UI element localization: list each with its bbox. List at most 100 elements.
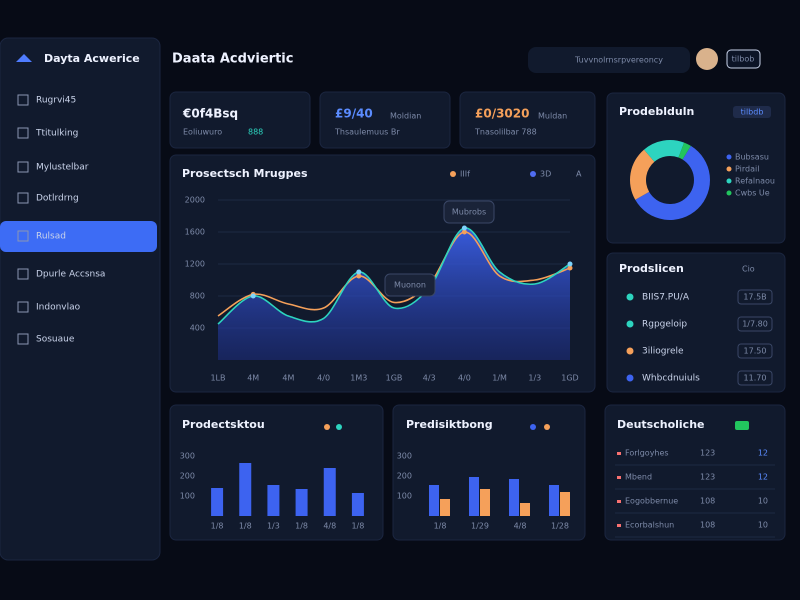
x-tick-label: 4/8 [514,522,527,531]
header-button[interactable] [726,49,761,69]
y-tick-label: 300 [180,452,195,461]
row-dot [617,500,621,503]
search-box[interactable] [528,47,690,73]
point [567,265,573,271]
table-cell: Ecorbalshun [625,521,674,530]
bar [351,493,364,516]
x-tick-label: 4/8 [323,522,336,531]
bar [440,499,450,516]
row-value: 1/7.80 [742,320,768,329]
legend-label: Refalnaou [735,177,775,186]
y-tick-label: 200 [180,472,195,481]
nav-item[interactable]: Dotlrdrng [36,194,79,204]
legend-swatch [530,171,536,177]
kpi-label: Eoliuwuro [183,128,222,137]
row-pill [737,316,773,332]
bar [211,488,224,516]
product-panel [606,252,786,393]
nav-item[interactable]: Ttitulking [35,129,78,139]
point [356,273,362,279]
y-tick-label: 800 [190,292,205,301]
y-tick-label: 100 [180,492,195,501]
table-cell: 108 [700,497,715,506]
row-value: 17.5B [743,293,766,302]
donut-slice [644,140,685,162]
avatar[interactable] [696,48,718,70]
panel-title: Prodslicen [619,262,684,275]
kpi-sub: Tnasolilbar 788 [474,128,537,137]
nav-item[interactable]: Rulsad [36,232,66,242]
row-pill [737,343,773,359]
nav-item[interactable]: Mylustelbar [36,163,89,173]
legend-swatch [450,171,456,177]
x-tick-label: 4/3 [423,374,436,383]
nav-item[interactable]: Dpurle Accsnsa [36,270,105,280]
bar [509,479,519,516]
nav-item[interactable]: Indonvlao [36,303,81,313]
legend-label: IIIf [460,170,470,179]
brand: Dayta Acwerice [44,52,140,65]
row-name: 3iliogrele [642,347,684,357]
legend-label: Cwbs Ue [735,189,770,198]
kpi-card [319,91,451,149]
point [356,269,362,275]
x-tick-label: 1LB [210,374,225,383]
x-tick-label: 1M3 [350,374,367,383]
header-button-label: tilbob [732,55,755,64]
search-text: Tuvvnolrnsrpvereoncy [574,56,663,65]
panel-title: Prodectsktou [182,418,265,431]
x-tick-label: 1/3 [267,522,280,531]
legend-swatch [530,424,536,430]
legend-swatch [324,424,330,430]
chart-title: Prosectsch Mrugpes [182,167,308,180]
badge [733,106,771,118]
nav-item[interactable]: Rugrvi45 [36,96,76,106]
x-tick-label: 1/28 [551,522,569,531]
nav-icon [17,94,29,106]
row-name: BIIS7.PU/A [642,293,690,303]
x-tick-label: 1/3 [528,374,541,383]
table-panel [604,404,786,541]
x-tick-label: 4M [247,374,259,383]
point [461,229,467,235]
nav-icon [17,127,29,139]
row-value: 11.70 [744,374,767,383]
kpi-value: €0f4Bsq [182,107,238,121]
nav-icon [17,301,29,313]
row-pill [737,370,773,386]
badge-label: tilbdb [741,108,764,117]
sidebar [0,37,161,561]
legend-swatch [726,166,732,172]
legend-swatch [336,424,342,430]
nav-icon [17,230,29,242]
annotation: Mubrobs [452,208,486,217]
nav-item[interactable]: Sosuaue [36,335,75,345]
annotation-box [384,273,436,297]
filter[interactable]: Cio [742,265,755,274]
nav-icon [17,333,29,345]
y-tick-label: 1200 [185,260,205,269]
bar [560,492,570,516]
kpi-card [169,91,311,149]
x-tick-label: 1/8 [211,522,224,531]
table-cell: Mbend [625,473,652,482]
area [218,227,570,360]
legend-extra: A [576,170,582,179]
kpi-value: £0/3020 [475,107,529,121]
donut-slice [635,145,710,220]
y-tick-label: 2000 [185,196,205,205]
panel-title: Predisiktbong [406,418,493,431]
y-tick-label: 1600 [185,228,205,237]
row-dot [626,293,634,301]
legend-swatch [726,190,732,196]
bar [239,463,252,516]
legend-swatch [544,424,550,430]
bar [520,503,530,516]
table-cell: 10 [758,521,768,530]
table-cell: 12 [758,473,768,482]
row-dot [617,524,621,527]
point [461,225,467,231]
row-dot [617,452,621,455]
nav-icon [17,268,29,280]
